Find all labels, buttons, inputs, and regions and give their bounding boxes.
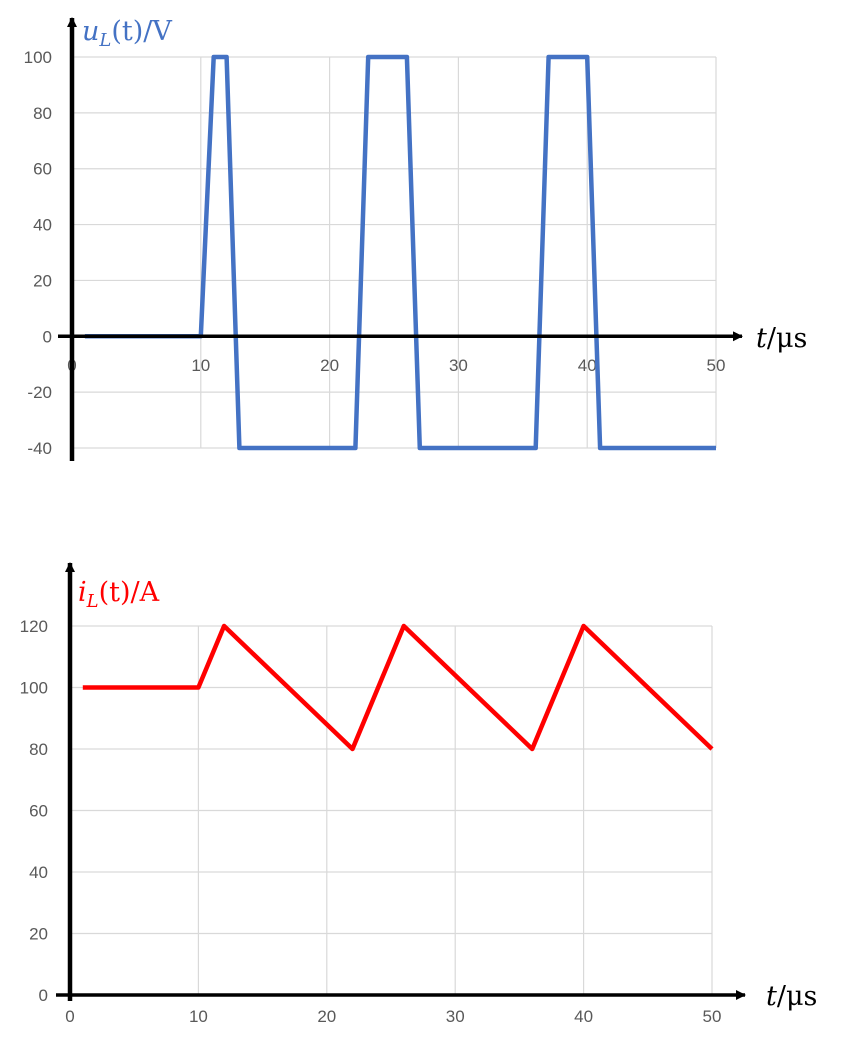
voltage-y-tick-label: 100 <box>24 48 52 67</box>
voltage-axes <box>58 17 743 461</box>
voltage-y-tick-label: 0 <box>43 327 52 346</box>
current-y-tick-label: 40 <box>29 863 48 882</box>
current-y-tick-label: 0 <box>39 986 48 1005</box>
current-y-tick-label: 20 <box>29 925 48 944</box>
current-axes <box>56 562 746 1001</box>
current-x-tick-label: 0 <box>65 1007 74 1026</box>
voltage-line <box>84 54 716 451</box>
current-x-ticks: 0 10 20 30 40 50 <box>65 1007 721 1026</box>
current-x-tick-label: 50 <box>703 1007 722 1026</box>
current-series <box>82 623 714 752</box>
current-y-ticks: 0 20 40 60 80 100 120 <box>20 617 48 1005</box>
voltage-grid <box>71 56 717 449</box>
voltage-y-axis-title: uL(t)/V <box>82 16 172 51</box>
current-y-tick-label: 60 <box>29 802 48 821</box>
voltage-x-tick-label: 30 <box>449 356 468 375</box>
current-chart: 0 20 40 60 80 100 120 0 10 20 30 40 50 iL(t)/A t/μs <box>20 562 817 1026</box>
voltage-x-axis-title: t/μs <box>756 323 807 354</box>
voltage-x-tick-label: 10 <box>191 356 210 375</box>
voltage-x-tick-label: 40 <box>578 356 597 375</box>
current-line <box>82 623 714 752</box>
voltage-y-tick-label: 40 <box>33 216 52 235</box>
voltage-y-tick-label: 60 <box>33 160 52 179</box>
current-x-tick-label: 30 <box>446 1007 465 1026</box>
voltage-y-tick-label: -20 <box>27 383 52 402</box>
current-y-tick-label: 100 <box>20 679 48 698</box>
voltage-y-tick-label: -40 <box>27 439 52 458</box>
voltage-x-tick-label: 50 <box>707 356 726 375</box>
voltage-y-tick-label: 80 <box>33 104 52 123</box>
current-y-tick-label: 120 <box>20 617 48 636</box>
current-x-tick-label: 10 <box>189 1007 208 1026</box>
voltage-y-tick-label: 20 <box>33 271 52 290</box>
voltage-x-tick-label: 20 <box>320 356 339 375</box>
voltage-y-ticks: -40 -20 0 20 40 60 80 100 <box>24 48 52 458</box>
current-x-tick-label: 20 <box>317 1007 336 1026</box>
current-grid <box>69 625 713 996</box>
current-y-tick-label: 80 <box>29 740 48 759</box>
voltage-chart: -40 -20 0 20 40 60 80 100 0 10 20 30 40 50 uL(t)/V t… <box>24 16 807 461</box>
current-y-axis-title: iL(t)/A <box>78 577 160 612</box>
current-x-axis-title: t/μs <box>766 981 817 1012</box>
current-x-tick-label: 40 <box>574 1007 593 1026</box>
voltage-series <box>84 54 716 451</box>
